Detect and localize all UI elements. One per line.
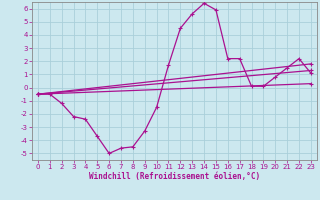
X-axis label: Windchill (Refroidissement éolien,°C): Windchill (Refroidissement éolien,°C) [89,172,260,181]
